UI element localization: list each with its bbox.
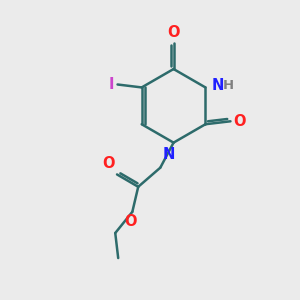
- Text: N: N: [212, 79, 224, 94]
- Text: I: I: [109, 77, 115, 92]
- Text: O: O: [124, 214, 137, 229]
- Text: N: N: [163, 147, 175, 162]
- Text: O: O: [167, 25, 180, 40]
- Text: O: O: [233, 114, 246, 129]
- Text: H: H: [223, 80, 234, 92]
- Text: O: O: [102, 157, 115, 172]
